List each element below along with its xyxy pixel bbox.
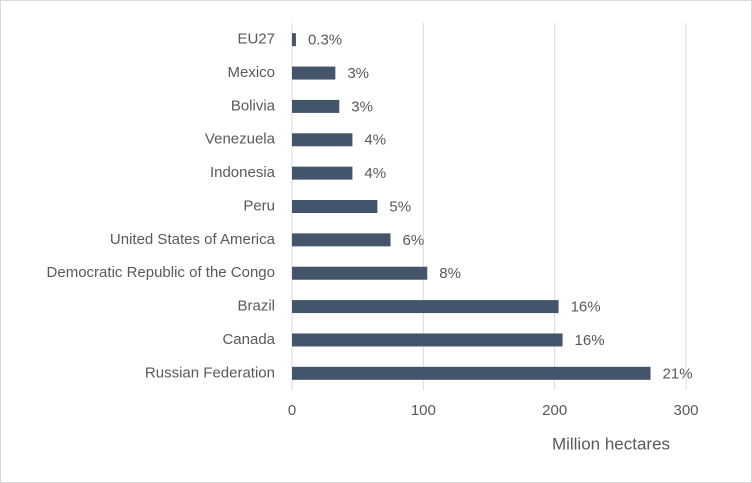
bar [292, 233, 391, 247]
y-tick-label: Canada [222, 331, 275, 348]
bar [292, 66, 336, 80]
y-tick-label: Peru [243, 197, 275, 214]
bar [292, 166, 353, 180]
bar [292, 333, 563, 347]
data-label: 21% [663, 365, 693, 382]
x-tick-label: 100 [411, 402, 436, 419]
x-tick-label: 200 [542, 402, 567, 419]
data-label: 5% [389, 198, 411, 215]
y-tick-label: Brazil [237, 298, 275, 315]
y-tick-label: Venezuela [205, 131, 276, 148]
y-tick-label: Mexico [227, 64, 275, 81]
data-label: 8% [439, 265, 461, 282]
y-tick-label: Indonesia [210, 164, 276, 181]
data-label: 3% [351, 98, 373, 115]
y-tick-label: United States of America [110, 231, 276, 248]
x-tick-label: 300 [673, 402, 698, 419]
x-tick-label: 0 [288, 402, 296, 419]
bar [292, 200, 378, 213]
data-label: 16% [575, 332, 605, 349]
data-label: 4% [364, 132, 386, 149]
y-tick-label: Russian Federation [145, 364, 275, 381]
bar [292, 133, 353, 147]
y-tick-label: Bolivia [231, 97, 276, 114]
bar [292, 266, 428, 280]
y-tick-label: Democratic Republic of the Congo [47, 264, 275, 281]
bar [292, 99, 340, 113]
x-axis-label: Million hectares [552, 434, 670, 453]
bar [292, 366, 651, 380]
data-label: 4% [364, 165, 386, 182]
bar [292, 300, 559, 314]
data-label: 6% [403, 232, 425, 249]
y-tick-label: EU27 [237, 31, 275, 48]
data-label: 3% [347, 65, 369, 82]
bar [292, 33, 296, 47]
data-label: 0.3% [308, 32, 342, 49]
data-label: 16% [571, 299, 601, 316]
